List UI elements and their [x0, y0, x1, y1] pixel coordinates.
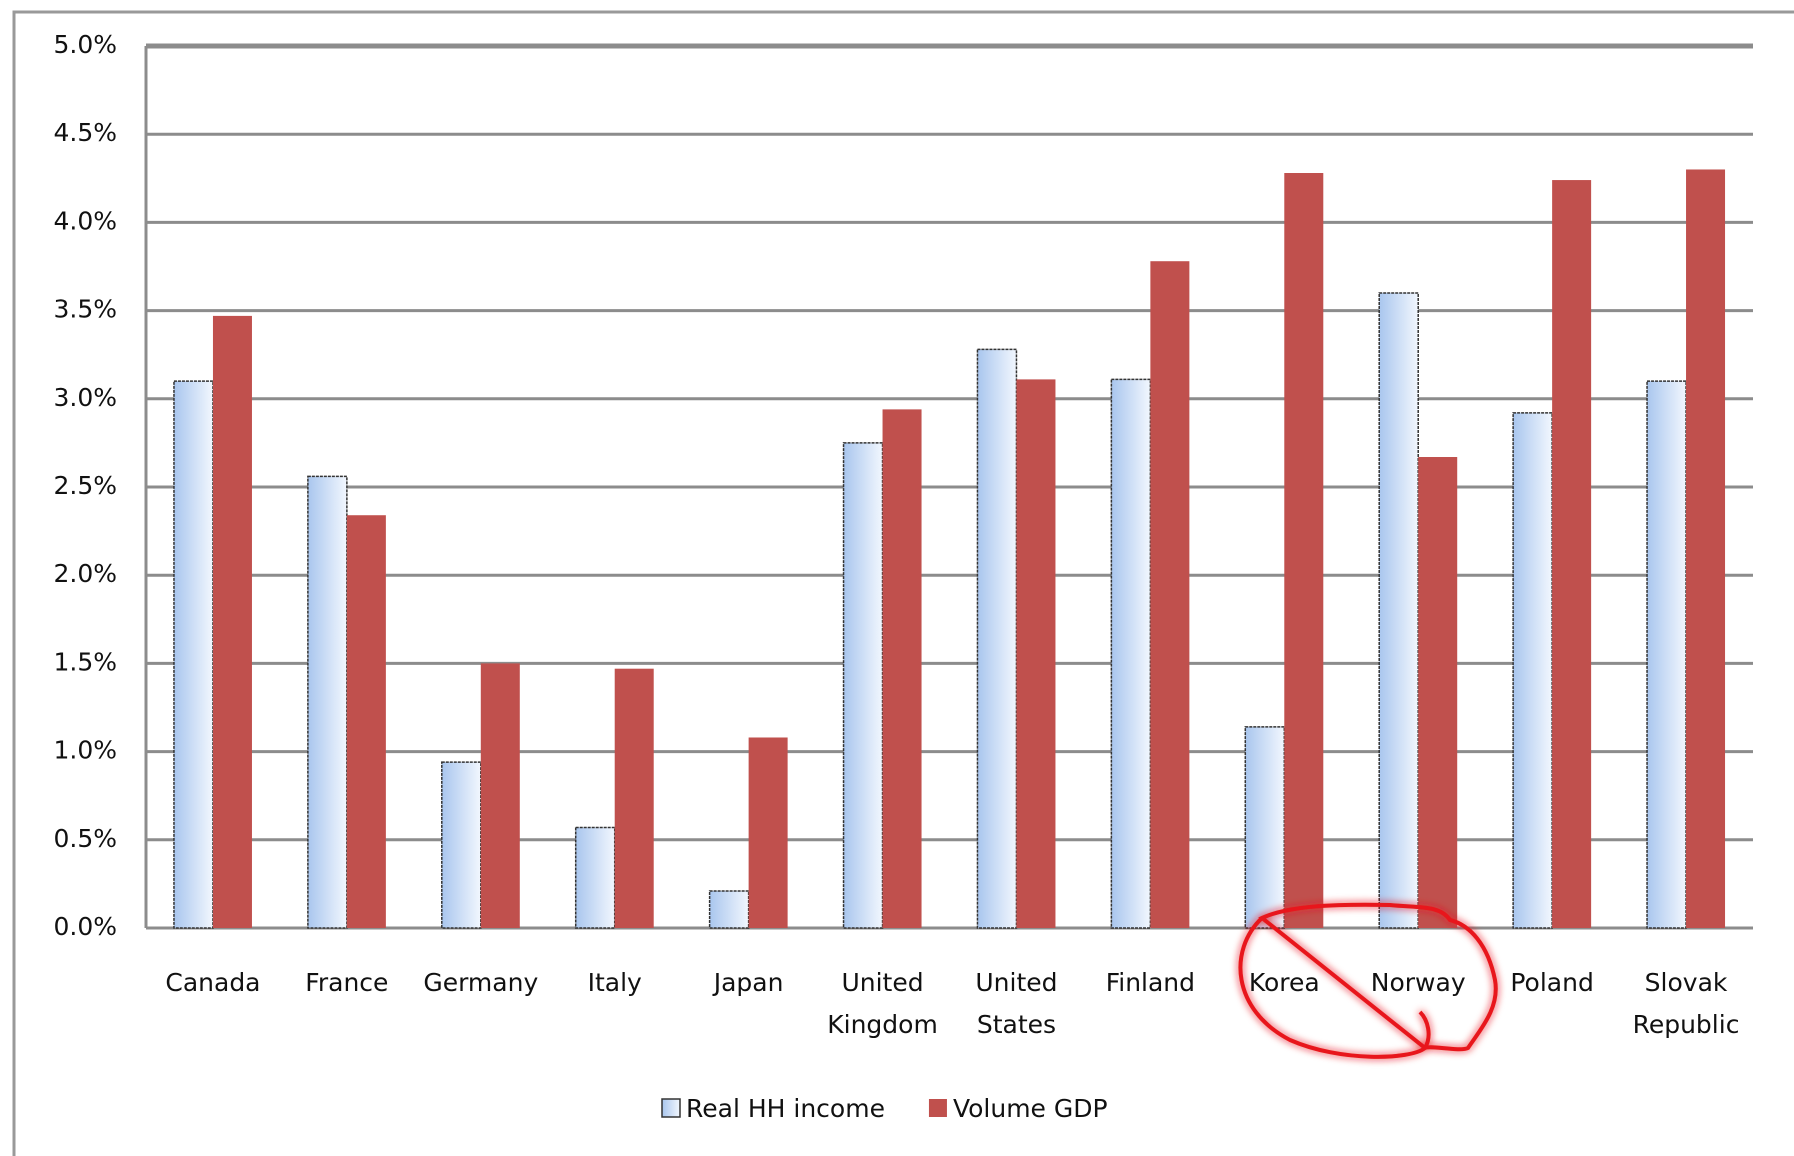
y-tick-label: 4.5%: [53, 118, 117, 147]
bar: [1646, 380, 1687, 929]
bar: [708, 890, 750, 929]
x-tick-label: United Kingdom: [827, 968, 938, 1039]
x-tick-label: United States: [975, 968, 1058, 1039]
bar: [1378, 292, 1419, 929]
bar: [1552, 180, 1592, 929]
legend-swatch: [928, 1099, 947, 1117]
bar: [1418, 457, 1458, 928]
x-tick-label: Canada: [165, 968, 261, 997]
legend-label: Volume GDP: [953, 1094, 1108, 1123]
bar: [1016, 379, 1056, 928]
x-tick-label: Japan: [713, 968, 784, 997]
y-tick-label: 3.5%: [53, 295, 117, 324]
bar: [748, 737, 788, 928]
frame: [12, 10, 1794, 1156]
x-tick-label: Poland: [1510, 968, 1594, 997]
y-tick-label: 2.0%: [53, 559, 117, 588]
bar: [1244, 726, 1286, 929]
y-tick-label: 1.0%: [53, 736, 117, 765]
bar: [1512, 412, 1553, 929]
y-tick-label: 0.0%: [53, 912, 117, 941]
bar: [346, 515, 386, 928]
bar: [212, 315, 252, 929]
bar: [842, 442, 884, 929]
bar: [976, 348, 1018, 929]
annotation-circle: [1238, 902, 1498, 1059]
y-tick-label: 1.5%: [53, 647, 117, 676]
y-tick-label: 0.5%: [53, 824, 117, 853]
x-tick-label: Norway: [1370, 968, 1466, 997]
bar: [882, 409, 922, 928]
x-tick-label: France: [305, 968, 389, 997]
legend-label: Real HH income: [686, 1094, 885, 1123]
x-tick-label: Slovak Republic: [1632, 968, 1740, 1039]
y-tick-label: 4.0%: [53, 206, 117, 235]
bar: [614, 668, 654, 928]
bar: [1110, 378, 1152, 929]
bar: [1150, 261, 1190, 928]
bar: [173, 380, 214, 929]
bar: [307, 475, 348, 929]
x-tick-label: Finland: [1105, 968, 1196, 997]
legend-swatch: [661, 1098, 681, 1118]
bar: [441, 761, 482, 929]
x-tick-label: Korea: [1248, 968, 1320, 997]
bar: [1686, 169, 1726, 929]
x-tick-label: Germany: [423, 968, 539, 997]
y-tick-label: 2.5%: [53, 471, 117, 500]
y-tick-label: 3.0%: [53, 383, 117, 412]
bar: [574, 826, 616, 929]
bar: [1284, 173, 1324, 928]
bar: [480, 663, 520, 928]
y-tick-label: 5.0%: [53, 30, 117, 59]
x-tick-label: Italy: [587, 968, 642, 997]
